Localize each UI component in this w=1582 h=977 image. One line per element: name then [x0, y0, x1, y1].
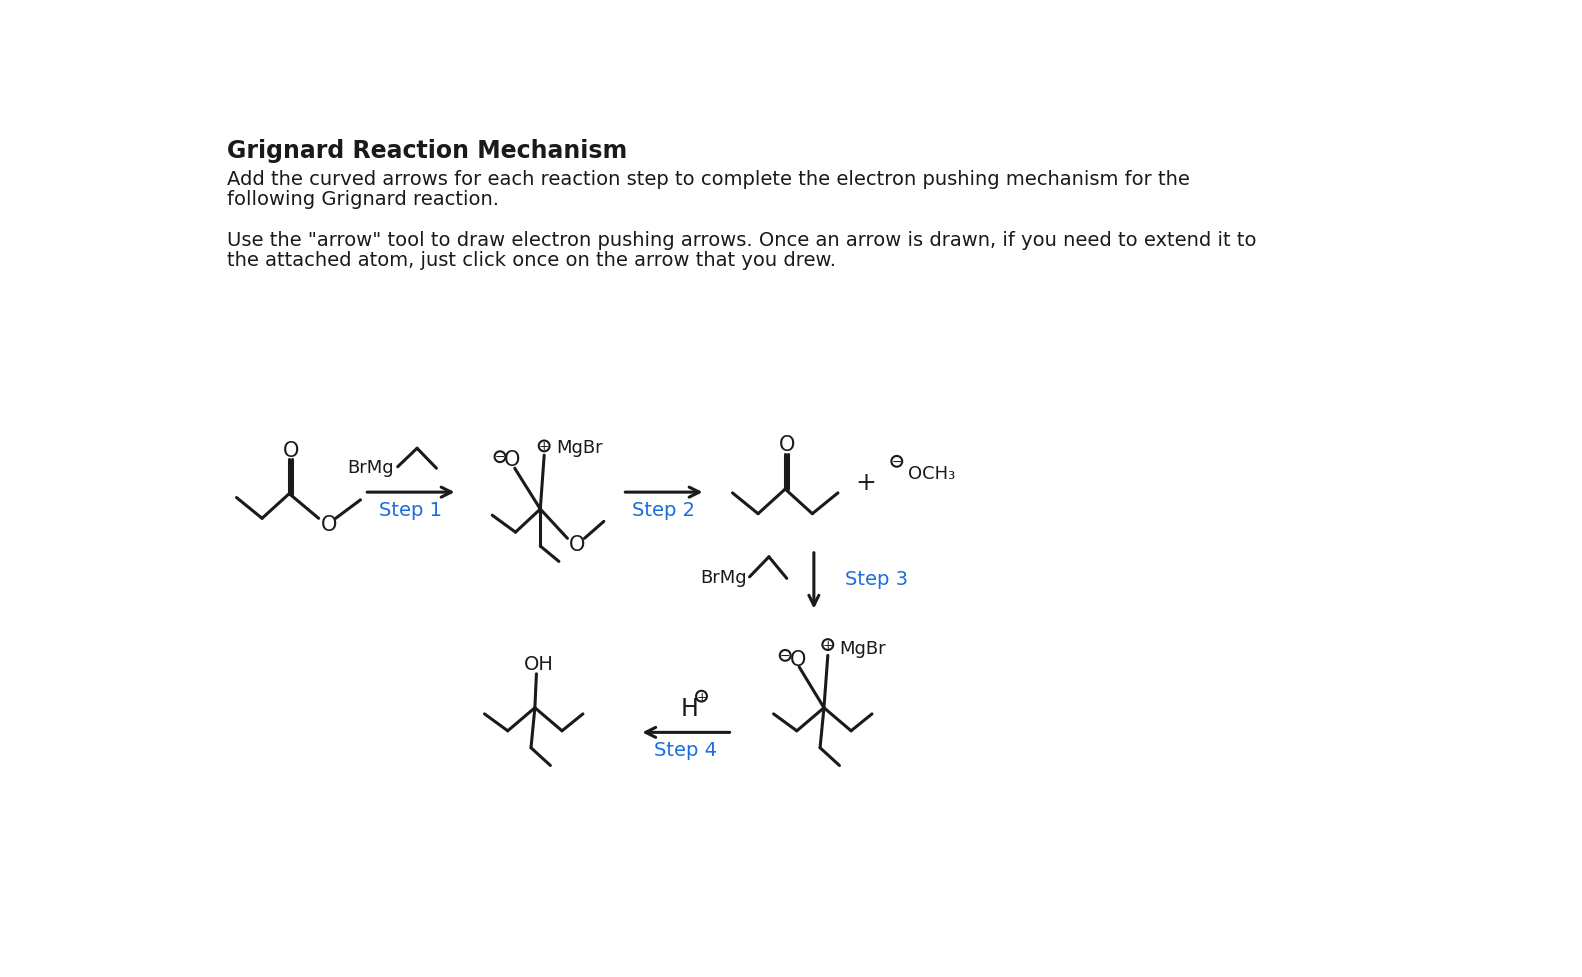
Text: Add the curved arrows for each reaction step to complete the electron pushing me: Add the curved arrows for each reaction … — [228, 170, 1190, 189]
Text: OCH₃: OCH₃ — [908, 464, 956, 483]
Text: OH: OH — [524, 654, 554, 673]
Text: the attached atom, just click once on the arrow that you drew.: the attached atom, just click once on th… — [228, 251, 837, 270]
Text: Step 1: Step 1 — [380, 501, 443, 520]
Text: following Grignard reaction.: following Grignard reaction. — [228, 190, 500, 208]
Text: +: + — [856, 471, 876, 494]
Text: Step 4: Step 4 — [655, 740, 718, 759]
Text: O: O — [778, 435, 794, 455]
Text: Grignard Reaction Mechanism: Grignard Reaction Mechanism — [228, 139, 628, 163]
Text: MgBr: MgBr — [555, 439, 603, 457]
Text: −: − — [495, 450, 505, 464]
Text: O: O — [321, 514, 337, 534]
Text: Use the "arrow" tool to draw electron pushing arrows. Once an arrow is drawn, if: Use the "arrow" tool to draw electron pu… — [228, 232, 1256, 250]
Text: H: H — [680, 696, 699, 720]
Text: O: O — [505, 449, 520, 470]
Text: O: O — [789, 650, 805, 669]
Text: −: − — [780, 649, 791, 662]
Text: +: + — [823, 638, 834, 652]
Text: O: O — [283, 441, 299, 460]
Text: O: O — [570, 534, 585, 554]
Text: +: + — [696, 690, 707, 702]
Text: BrMg: BrMg — [699, 569, 747, 586]
Text: Step 2: Step 2 — [633, 501, 694, 520]
Text: +: + — [539, 440, 549, 453]
Text: −: − — [892, 455, 902, 468]
Text: MgBr: MgBr — [840, 639, 886, 657]
Text: Step 3: Step 3 — [845, 570, 908, 588]
Text: BrMg: BrMg — [346, 458, 394, 476]
